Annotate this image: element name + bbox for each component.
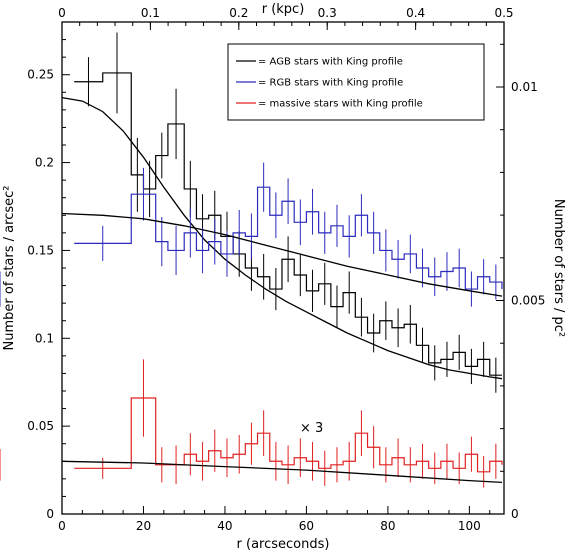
series-1	[0, 162, 503, 307]
x-tick-label: 80	[380, 519, 395, 533]
right-tick-label: 0	[511, 507, 519, 521]
king-profile-curve	[61, 460, 503, 484]
x-tick-label: 60	[299, 519, 314, 533]
top-tick-label: 0.1	[141, 6, 160, 20]
histogram-steps	[74, 186, 503, 290]
legend-label: = RGB stars with King profile	[258, 78, 403, 89]
king-profile-curve	[61, 212, 503, 297]
scale-annotation: × 3	[300, 421, 323, 436]
top-tick-label: 0.4	[406, 6, 425, 20]
x-tick-label: 0	[58, 519, 66, 533]
x-tick-label: 100	[458, 519, 481, 533]
king-profile-curve	[61, 96, 503, 380]
y-tick-label: 0.15	[27, 243, 54, 257]
x-tick-label: 40	[217, 519, 232, 533]
top-tick-label: 0	[58, 6, 66, 20]
right-tick-label: 0.005	[511, 294, 545, 308]
legend-label: = AGB stars with King profile	[258, 57, 403, 68]
top-tick-label: 0.3	[318, 6, 337, 20]
right-tick-label: 0.01	[511, 80, 538, 94]
y-tick-label: 0.2	[35, 156, 54, 170]
y-tick-label: 0.1	[35, 331, 54, 345]
y-axis-label: Number of stars / arcsec²	[2, 186, 17, 351]
right-axis-label: Number of stars / pc²	[551, 199, 566, 337]
legend-box	[227, 43, 485, 121]
series-2	[0, 359, 503, 488]
x-axis-label: r (arcseconds)	[237, 537, 330, 552]
y-tick-label: 0.25	[27, 68, 54, 82]
y-tick-label: 0	[46, 507, 54, 521]
y-tick-label: 0.05	[27, 419, 54, 433]
top-tick-label: 0.2	[229, 6, 248, 20]
x-tick-label: 20	[136, 519, 151, 533]
top-axis-label: r (kpc)	[262, 2, 305, 17]
legend-label: = massive stars with King profile	[258, 99, 423, 110]
top-tick-label: 0.5	[494, 6, 513, 20]
